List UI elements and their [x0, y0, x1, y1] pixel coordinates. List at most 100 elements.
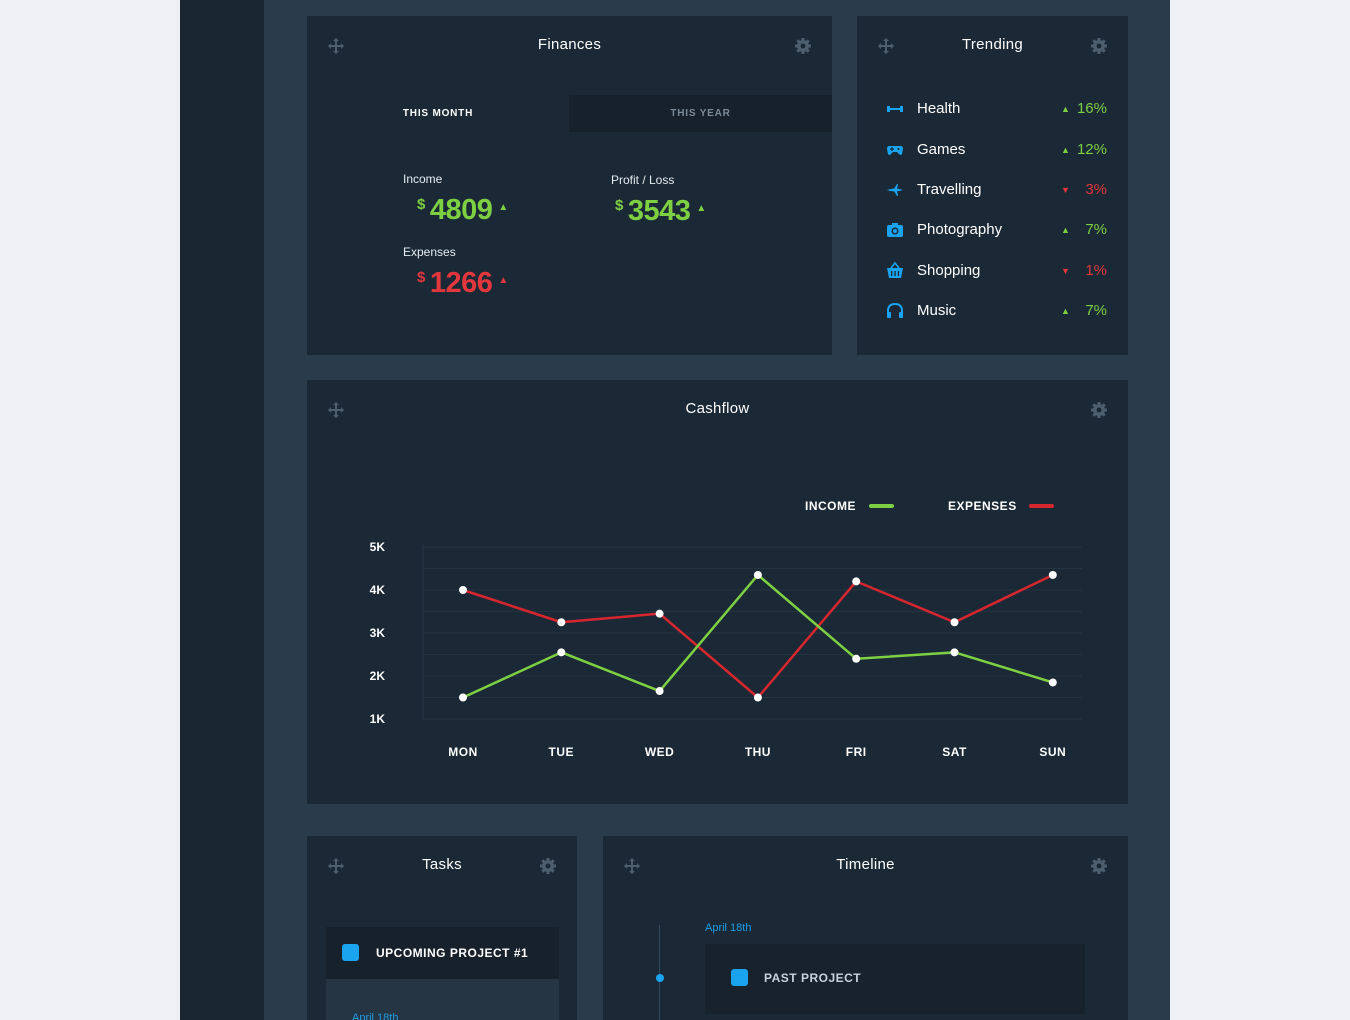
trend-up-icon: ▲ — [1061, 306, 1070, 316]
x-tick-label: WED — [645, 745, 675, 759]
task-checkbox[interactable] — [342, 944, 359, 961]
gear-icon[interactable] — [1090, 857, 1108, 875]
profit-loss-label: Profit / Loss — [611, 173, 675, 187]
legend-income-label: INCOME — [805, 499, 856, 513]
tasks-panel: Tasks UPCOMING PROJECT #1 April 18th — [307, 836, 577, 1020]
data-point-income — [753, 570, 762, 579]
trend-down-icon: ▼ — [1061, 266, 1070, 276]
data-point-income — [1048, 678, 1057, 687]
trending-value: 16% — [1076, 100, 1107, 117]
legend-income-swatch — [869, 504, 894, 508]
trending-label: Health — [917, 100, 961, 117]
data-point-income — [459, 693, 467, 702]
expenses-label: Expenses — [403, 245, 456, 259]
trending-label: Music — [917, 302, 957, 319]
expenses-currency: $ — [417, 269, 425, 286]
timeline-dot — [656, 974, 664, 982]
legend-expenses-swatch — [1029, 504, 1054, 508]
trending-value: 3% — [1085, 181, 1107, 198]
income-label: Income — [403, 172, 443, 186]
timeline-line — [659, 925, 660, 1020]
gamepad-icon — [887, 146, 903, 155]
sidebar — [180, 0, 264, 1020]
gear-icon[interactable] — [1090, 37, 1108, 55]
y-tick-label: 1K — [370, 712, 386, 726]
tab-this-year[interactable]: THIS YEAR — [569, 95, 832, 132]
income-value: $4809 ▲ — [417, 194, 508, 227]
basket-icon — [887, 262, 903, 278]
timeline-date: April 18th — [705, 922, 752, 934]
gear-icon[interactable] — [539, 857, 557, 875]
camera-icon — [887, 223, 903, 237]
profit-loss-value: $3543 ▲ — [615, 195, 706, 228]
trending-value: 1% — [1085, 262, 1107, 279]
timeline-panel: Timeline April 18th PAST PROJECT — [603, 836, 1128, 1020]
profit-currency: $ — [615, 197, 623, 214]
y-tick-label: 4K — [370, 583, 386, 597]
trending-value: 12% — [1076, 141, 1107, 158]
cashflow-title: Cashflow — [685, 400, 750, 417]
data-point-income — [950, 648, 959, 657]
arrow-up-icon: ▲ — [696, 202, 706, 214]
task-item[interactable]: UPCOMING PROJECT #1 — [326, 927, 559, 979]
y-tick-label: 3K — [370, 626, 386, 640]
headphones-icon — [887, 302, 903, 318]
x-tick-label: MON — [448, 745, 478, 759]
x-tick-label: SAT — [942, 745, 967, 759]
timeline-checkbox[interactable] — [731, 969, 748, 986]
arrow-up-icon: ▲ — [498, 274, 508, 286]
data-point-income — [852, 654, 861, 663]
dashboard: Finances THIS MONTH THIS YEAR Income $48… — [180, 0, 1170, 1020]
task-label: UPCOMING PROJECT #1 — [376, 946, 529, 960]
tab-this-month[interactable]: THIS MONTH — [402, 108, 474, 119]
data-point-income — [557, 648, 566, 657]
data-point-expenses — [655, 609, 664, 618]
data-point-expenses — [1048, 570, 1057, 579]
data-point-income — [655, 687, 664, 696]
task-date: April 18th — [352, 1012, 399, 1020]
trending-item-photography[interactable]: Photography ▲ 7% — [857, 215, 1128, 245]
data-point-expenses — [459, 586, 467, 594]
move-icon[interactable] — [327, 857, 345, 875]
x-tick-label: SUN — [1039, 745, 1066, 759]
trend-up-icon: ▲ — [1061, 104, 1070, 114]
timeline-title: Timeline — [836, 856, 895, 873]
data-point-expenses — [950, 618, 959, 627]
gear-icon[interactable] — [794, 37, 812, 55]
data-point-expenses — [852, 577, 861, 586]
airplane-icon — [887, 184, 903, 196]
finances-title: Finances — [537, 36, 602, 53]
timeline-item[interactable]: PAST PROJECT — [705, 944, 1085, 1014]
move-icon[interactable] — [623, 857, 641, 875]
move-icon[interactable] — [327, 401, 345, 419]
gear-icon[interactable] — [1090, 401, 1108, 419]
trending-item-shopping[interactable]: Shopping ▼ 1% — [857, 256, 1128, 286]
trending-label: Photography — [917, 221, 1003, 238]
trending-item-health[interactable]: Health ▲ 16% — [857, 94, 1128, 124]
trending-item-games[interactable]: Games ▲ 12% — [857, 135, 1128, 165]
cashflow-chart: 5K 4K 3K 2K 1K MON TUE WED THU FRI SAT SUN — [370, 540, 1082, 759]
task-item-next[interactable]: April 18th — [326, 979, 559, 1020]
data-point-expenses — [753, 693, 762, 702]
x-tick-label: THU — [745, 745, 771, 759]
timeline-item-label: PAST PROJECT — [764, 971, 862, 985]
dumbbell-icon — [887, 106, 903, 112]
trending-item-travelling[interactable]: Travelling ▼ 3% — [857, 175, 1128, 205]
y-tick-label: 2K — [370, 669, 386, 683]
x-tick-label: TUE — [549, 745, 575, 759]
trending-item-music[interactable]: Music ▲ 7% — [857, 296, 1128, 326]
y-tick-label: 5K — [370, 540, 386, 554]
trending-title: Trending — [961, 36, 1024, 53]
data-point-expenses — [557, 618, 566, 627]
series-line-income — [462, 573, 1054, 699]
legend-expenses-label: EXPENSES — [948, 499, 1017, 513]
cashflow-panel: Cashflow INCOME EXPENSES 5K 4K 3K 2K 1K MON TU… — [307, 380, 1128, 804]
move-icon[interactable] — [877, 37, 895, 55]
trending-panel: Trending Health ▲ 16% Games — [857, 16, 1128, 355]
trend-up-icon: ▲ — [1061, 225, 1070, 235]
x-tick-label: FRI — [846, 745, 867, 759]
trending-value: 7% — [1085, 302, 1107, 319]
trend-down-icon: ▼ — [1061, 185, 1070, 195]
income-currency: $ — [417, 196, 425, 213]
move-icon[interactable] — [327, 37, 345, 55]
